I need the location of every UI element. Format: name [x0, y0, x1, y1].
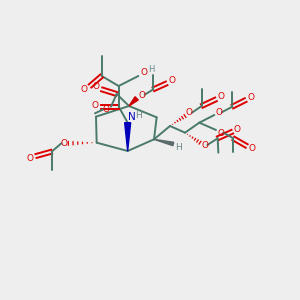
Text: O: O: [26, 154, 34, 163]
Text: O: O: [215, 108, 223, 117]
Text: O: O: [201, 142, 208, 151]
Text: O: O: [139, 91, 145, 100]
Text: N: N: [128, 112, 136, 122]
Polygon shape: [154, 139, 174, 146]
Text: O: O: [217, 92, 224, 101]
Text: O: O: [92, 101, 98, 110]
Text: H: H: [175, 143, 182, 152]
Polygon shape: [125, 123, 131, 151]
Text: O: O: [61, 139, 68, 148]
Text: O: O: [217, 129, 224, 138]
Text: H: H: [148, 65, 155, 74]
Text: O: O: [140, 68, 148, 77]
Text: O: O: [168, 76, 175, 85]
Text: O: O: [103, 106, 110, 115]
Text: O: O: [80, 85, 88, 94]
Text: O: O: [234, 125, 241, 134]
Text: O: O: [248, 144, 255, 153]
Text: O: O: [186, 108, 193, 117]
Text: O: O: [92, 82, 100, 91]
Text: H: H: [136, 112, 142, 121]
Polygon shape: [129, 97, 138, 106]
Text: O: O: [248, 93, 254, 102]
